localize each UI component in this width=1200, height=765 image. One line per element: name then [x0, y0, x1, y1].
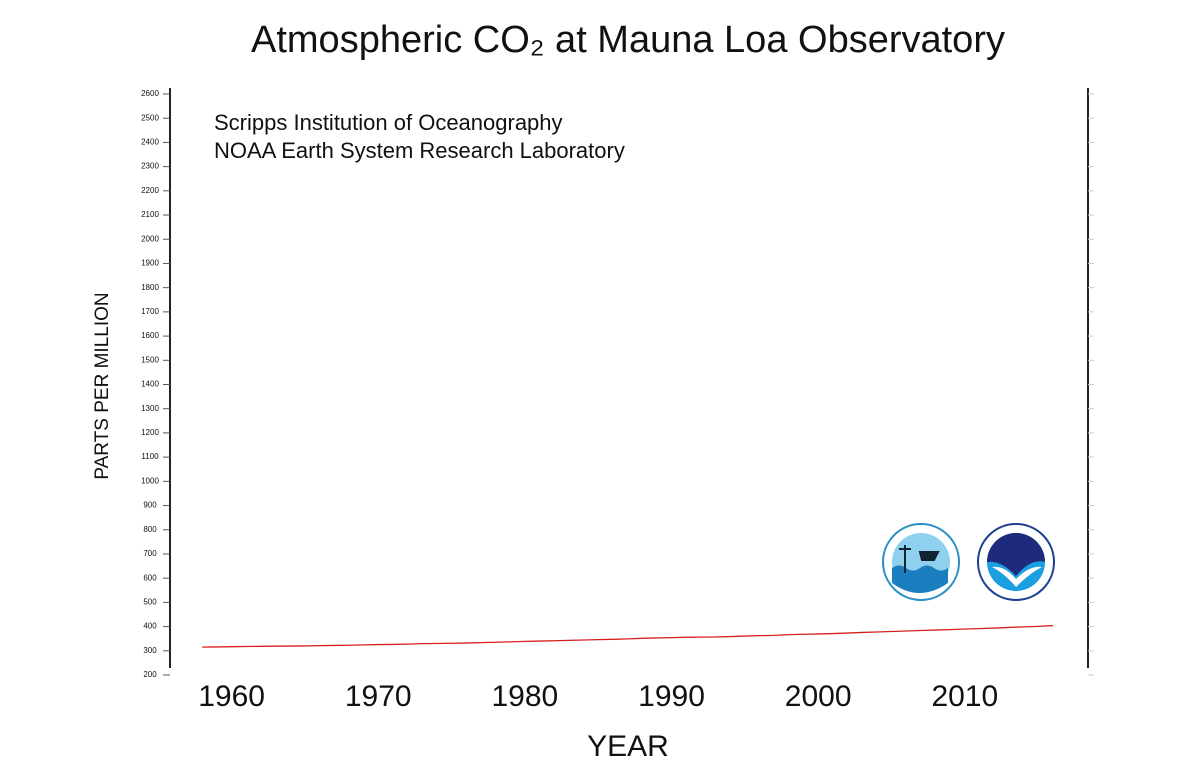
y-tick-label: 400: [143, 622, 157, 631]
x-tick-label: 2010: [931, 680, 998, 713]
y-tick-label: 1900: [141, 259, 159, 268]
y-tick-label: 900: [143, 501, 157, 510]
annotation: NOAA Earth System Research Laboratory: [214, 138, 625, 163]
y-tick-label: 2100: [141, 210, 159, 219]
y-tick-label: 1000: [141, 476, 159, 485]
x-tick-label: 1990: [638, 680, 705, 713]
y-tick-label: 1400: [141, 380, 159, 389]
y-tick-label: 600: [143, 573, 157, 582]
y-tick-label: 700: [143, 549, 157, 558]
y-tick-label: 1500: [141, 355, 159, 364]
x-tick-label: 1960: [198, 680, 265, 713]
co2-line: [202, 624, 1053, 648]
y-tick-label: 1800: [141, 283, 159, 292]
x-tick-label: 1970: [345, 680, 412, 713]
scripps-logo: [882, 523, 960, 601]
annotation: Scripps Institution of Oceanography: [214, 110, 563, 135]
y-tick-label: 2200: [141, 186, 159, 195]
y-tick-label: 2500: [141, 113, 159, 122]
x-axis-label: YEAR: [587, 730, 669, 763]
y-tick-label: 1200: [141, 428, 159, 437]
y-axis-label: PARTS PER MILLION: [92, 292, 113, 479]
y-tick-label: 500: [143, 597, 157, 606]
y-tick-label: 300: [143, 646, 157, 655]
y-tick-label: 800: [143, 525, 157, 534]
y-tick-label: 1300: [141, 404, 159, 413]
y-tick-label: 2400: [141, 138, 159, 147]
y-tick-label: 1700: [141, 307, 159, 316]
chart-title: Atmospheric CO₂ at Mauna Loa Observatory: [251, 19, 1005, 61]
y-tick-label: 2000: [141, 234, 159, 243]
x-tick-label: 2000: [785, 680, 852, 713]
y-tick-label: 200: [143, 670, 157, 679]
y-tick-label: 2600: [141, 89, 159, 98]
y-tick-label: 1600: [141, 331, 159, 340]
y-tick-label: 2300: [141, 162, 159, 171]
x-tick-label: 1980: [492, 680, 559, 713]
y-tick-label: 1100: [141, 452, 159, 461]
noaa-logo: [977, 523, 1055, 601]
